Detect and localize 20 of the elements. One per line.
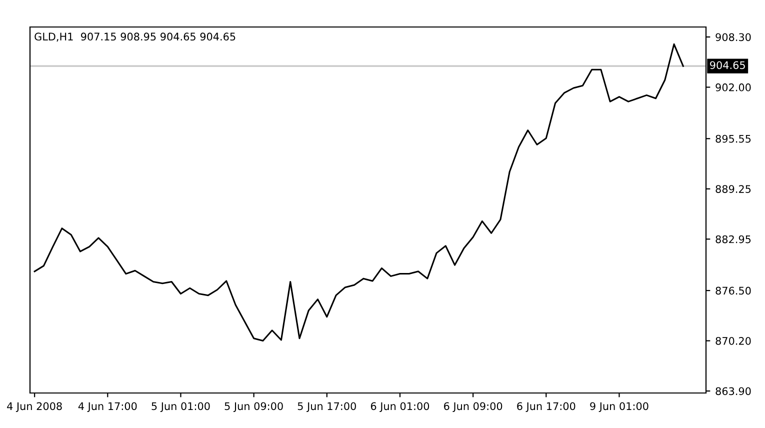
line-series xyxy=(34,43,684,342)
x-tick-label: 4 Jun 17:00 xyxy=(78,402,137,412)
y-tick-label: 895.55 xyxy=(716,134,751,143)
x-tick-label: 9 Jun 01:00 xyxy=(590,402,648,412)
x-tick-label: 6 Jun 17:00 xyxy=(517,402,576,412)
x-tick-label: 4 Jun 2008 xyxy=(7,402,62,412)
x-tick-label: 6 Jun 09:00 xyxy=(444,402,502,412)
y-tick-label: 870.20 xyxy=(716,337,751,345)
x-tick-label: 5 Jun 01:00 xyxy=(152,402,210,412)
x-tick-label: 6 Jun 01:00 xyxy=(370,402,430,412)
y-tick-label: 876.50 xyxy=(716,286,751,295)
y-tick-label: 902.00 xyxy=(716,83,751,92)
y-tick-label: 908.30 xyxy=(716,33,751,42)
x-tick-label: 5 Jun 17:00 xyxy=(298,402,356,412)
y-tick-label: 863.90 xyxy=(716,387,751,396)
x-tick-label: 5 Jun 09:00 xyxy=(224,402,283,412)
ref-line-label: 904.65 xyxy=(710,61,745,70)
chart-title: GLD,H1 907.15 908.95 904.65 904.65 xyxy=(34,32,236,42)
y-tick-label: 882.95 xyxy=(716,235,751,244)
y-tick-label: 889.25 xyxy=(716,185,751,193)
